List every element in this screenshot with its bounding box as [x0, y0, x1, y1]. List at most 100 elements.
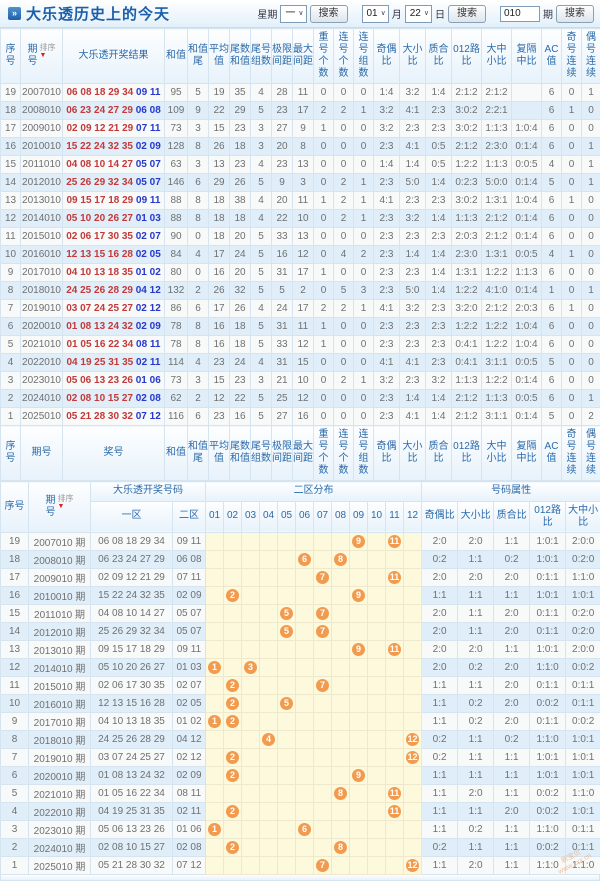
column-header-label: 重号 个数 — [314, 32, 333, 80]
ratio-cell: 2:0 — [494, 802, 530, 820]
ratio-cell: 1:1 — [458, 676, 494, 694]
distribution-cell — [260, 856, 278, 874]
stat-cell: 31 — [272, 354, 293, 372]
stat-cell: 2:0:3 — [512, 300, 542, 318]
distribution-cell — [260, 604, 278, 622]
zone1-cell: 12 13 15 16 28 — [91, 694, 173, 712]
column-header: 重号 个数 — [314, 29, 334, 84]
ratio-cell: 2:0 — [458, 532, 494, 550]
stat-cell: 4 — [251, 300, 272, 318]
distribution-cell — [260, 838, 278, 856]
ball: 2 — [226, 589, 239, 602]
distribution-cell — [350, 730, 368, 748]
distribution-cell — [332, 712, 350, 730]
back-numbers: 01 02 — [136, 267, 161, 278]
stat-cell: 2:3:0 — [482, 138, 512, 156]
stat-cell: 0 — [562, 156, 582, 174]
stat-cell: 0 — [354, 390, 374, 408]
stat-cell: 5 — [542, 174, 562, 192]
seq-cell: 2 — [1, 838, 29, 856]
ball: 1 — [208, 715, 221, 728]
ratio-cell: 2:0 — [458, 856, 494, 874]
distribution-cell — [314, 532, 332, 550]
week-search-button[interactable]: 搜索 — [310, 5, 348, 23]
period-cell: 2010010 期 — [29, 586, 91, 604]
column-header-label: 尾数 和值 — [230, 44, 250, 68]
ball: 7 — [316, 571, 329, 584]
distribution-cell — [242, 856, 260, 874]
front-numbers: 04 08 10 14 27 — [66, 159, 133, 170]
distribution-cell — [242, 532, 260, 550]
distribution-cell — [206, 802, 224, 820]
sort-control[interactable]: 排序▼ — [40, 44, 56, 59]
distribution-cell — [206, 730, 224, 748]
stat-cell: 1 — [354, 102, 374, 120]
ratio-cell: 0:1:1 — [530, 622, 566, 640]
column-header: 07 — [314, 501, 332, 532]
distribution-cell — [350, 820, 368, 838]
week-select[interactable]: 一∨ — [280, 5, 306, 23]
zone1-cell: 04 10 13 18 35 — [91, 712, 173, 730]
ratio-cell: 1:1 — [458, 766, 494, 784]
stat-cell: 23 — [230, 120, 251, 138]
stat-cell: 146 — [165, 174, 188, 192]
stat-cell: 1:2:2 — [482, 372, 512, 390]
column-header: 012路比 — [530, 501, 566, 532]
stat-cell: 13 — [293, 156, 314, 174]
zone1-cell: 24 25 26 28 29 — [91, 730, 173, 748]
period-cell: 2012010 期 — [29, 622, 91, 640]
zone2-cell: 02 09 — [173, 766, 206, 784]
stat-cell: 0:1:4 — [512, 174, 542, 192]
issue-input[interactable] — [500, 6, 540, 22]
stat-cell: 0 — [582, 192, 600, 210]
column-header-label: 期 号 — [46, 495, 56, 519]
ratio-cell: 2:0 — [494, 622, 530, 640]
stat-cell: 2:3 — [374, 264, 400, 282]
column-header: 大乐透开奖结果 — [63, 29, 165, 84]
issue-search-group: 期 搜索 — [500, 5, 594, 23]
ball: 7 — [316, 625, 329, 638]
ratio-cell: 1:1 — [494, 784, 530, 802]
ball: 6 — [298, 823, 311, 836]
distribution-cell — [224, 856, 242, 874]
column-header-label: 大小 比 — [403, 441, 423, 465]
zone2-cell: 07 11 — [173, 568, 206, 586]
stat-cell: 88 — [165, 192, 188, 210]
day-select[interactable]: 22∨ — [405, 5, 432, 23]
ratio-cell: 0:0:2 — [530, 694, 566, 712]
stat-cell: 0 — [562, 84, 582, 102]
sort-control[interactable]: 排序▼ — [58, 495, 74, 510]
stat-cell: 0 — [314, 354, 334, 372]
column-header-label: 012路比 — [530, 505, 565, 529]
seq-cell: 18 — [1, 102, 21, 120]
zone1-cell: 02 06 17 30 35 — [91, 676, 173, 694]
stat-cell: 3 — [251, 120, 272, 138]
stat-cell: 3:2 — [400, 84, 426, 102]
ball: 4 — [262, 733, 275, 746]
stat-cell: 1 — [314, 264, 334, 282]
distribution-cell — [242, 676, 260, 694]
stat-cell: 20 — [272, 192, 293, 210]
column-header: 奇号 连续 — [562, 29, 582, 84]
column-header-label: 03 — [245, 510, 256, 522]
issue-search-button[interactable]: 搜索 — [556, 5, 594, 23]
stat-cell: 4:1:0 — [482, 282, 512, 300]
stat-cell: 2:3 — [426, 228, 452, 246]
column-header-label: 最大 间距 — [293, 441, 313, 465]
ratio-cell: 0:2 — [494, 730, 530, 748]
ball: 5 — [280, 607, 293, 620]
month-select[interactable]: 01∨ — [362, 5, 389, 23]
ball: 12 — [406, 751, 419, 764]
distribution-cell — [332, 820, 350, 838]
distribution-cell — [206, 766, 224, 784]
ratio-cell: 1:1 — [458, 730, 494, 748]
distribution-cell — [260, 748, 278, 766]
date-search-button[interactable]: 搜索 — [448, 5, 486, 23]
